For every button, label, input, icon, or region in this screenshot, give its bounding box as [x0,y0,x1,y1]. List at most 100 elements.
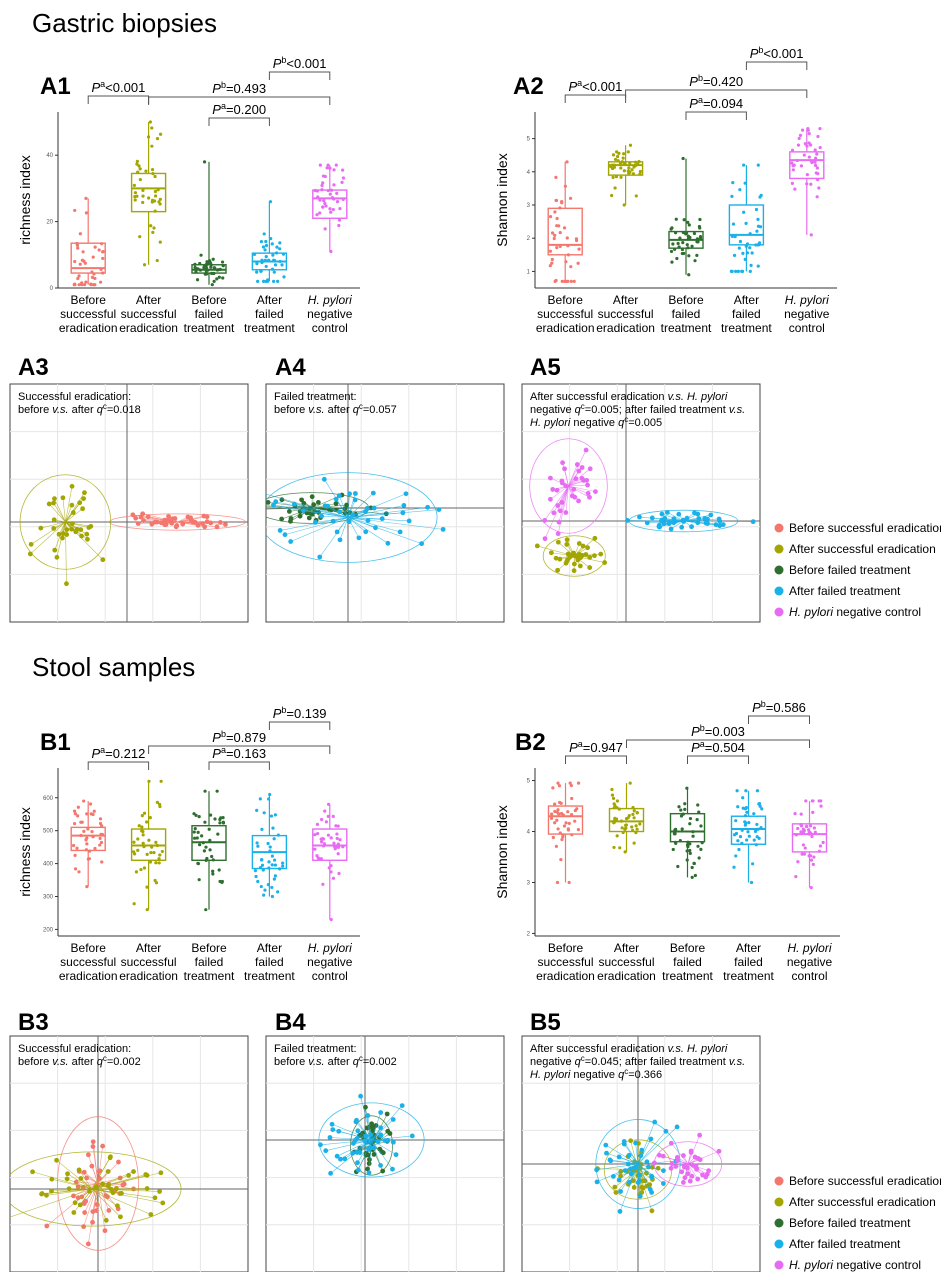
data-point [616,159,620,163]
data-point [807,132,811,136]
data-point [143,1172,149,1177]
data-point [624,816,629,821]
data-point [569,813,574,817]
data-point [100,1181,106,1187]
data-point [622,169,626,173]
data-point [370,490,376,496]
data-point [807,155,811,159]
data-point [199,253,203,257]
spider-line [355,1121,372,1141]
data-point [717,518,723,524]
data-point [686,246,690,250]
data-point [697,810,701,814]
data-point [611,796,616,801]
data-point [72,809,77,813]
data-point [550,261,554,265]
data-point [158,804,162,809]
data-point [385,540,391,546]
data-point [52,496,57,502]
data-point [401,503,407,508]
data-point [142,845,146,849]
data-point [317,554,323,560]
p-value-label: Pb=0.586 [752,699,806,715]
spider-line [661,513,684,522]
category-label: Before [191,941,227,955]
significance-bracket [685,111,747,120]
y-tick-label: 40 [46,153,53,159]
spider-line [568,484,588,487]
data-point [256,879,260,884]
data-point [85,885,89,889]
category-label: negative [784,307,830,321]
data-point [818,145,822,150]
data-point [115,1203,120,1209]
spider-line [76,1181,99,1184]
data-point [272,837,276,841]
data-point [564,821,568,825]
category-label: treatment [721,321,772,335]
data-point [793,811,797,816]
data-point [626,150,630,154]
legend-swatch [774,1197,784,1207]
data-point [286,509,292,514]
data-point [614,175,619,179]
data-point [173,524,179,530]
data-point [760,807,764,811]
data-point [687,1178,693,1184]
data-point [634,194,638,198]
spider-line [637,1163,652,1177]
legend-label: Before successful eradication [789,1174,941,1188]
data-point [570,833,574,837]
data-point [336,1128,342,1134]
data-point [733,235,737,239]
data-point [75,241,79,246]
data-point [741,796,745,800]
data-point [275,245,279,249]
data-point [90,829,94,834]
data-point [796,143,801,147]
data-point [197,815,201,819]
y-tick-label: 3 [527,880,531,886]
data-point [82,1210,88,1215]
data-point [542,536,548,542]
category-label: Before [71,293,107,307]
annotation-text: Successful eradication: [18,391,131,403]
category-label: eradication [119,321,178,335]
data-point [699,847,703,851]
data-point [269,237,273,241]
data-point [193,826,197,831]
data-point [277,528,283,533]
data-point [730,194,734,198]
data-point [335,191,339,196]
data-point [279,516,285,522]
data-point [340,180,344,184]
data-point [399,1103,405,1108]
data-point [390,1166,395,1172]
data-point [140,511,146,517]
data-point [730,234,734,238]
data-point [679,524,685,530]
data-point [82,283,87,287]
data-point [734,831,739,836]
data-point [567,880,571,885]
data-point [621,156,625,160]
data-point [670,260,674,264]
data-point [598,551,604,557]
spider-line [338,495,349,518]
data-point [98,836,102,841]
data-point [625,1161,631,1167]
data-point [335,836,339,841]
data-point [136,837,140,841]
data-point [252,252,257,256]
spider-line [65,486,73,523]
data-point [390,1117,396,1122]
data-point [336,493,342,499]
data-point [720,522,726,527]
data-point [334,1153,340,1159]
data-point [690,875,694,879]
spider-line [325,1139,372,1152]
data-point [322,503,328,509]
data-point [683,807,687,811]
data-point [99,267,103,271]
data-point [734,854,738,858]
